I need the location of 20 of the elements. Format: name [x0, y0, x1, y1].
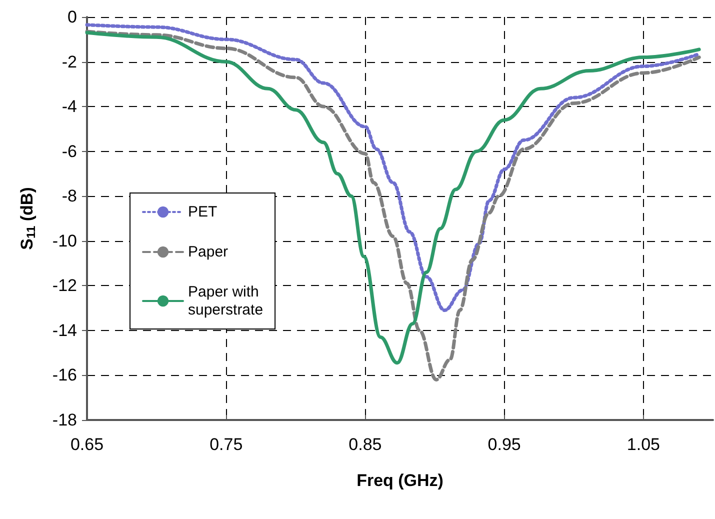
y-tick-label: 0: [68, 8, 77, 26]
x-tick-label: 0.65: [70, 435, 104, 454]
y-tick-label: -2: [62, 52, 77, 72]
y-tick-label: -6: [62, 142, 77, 161]
legend-label: Paper with superstrate: [188, 284, 264, 318]
y-tick-label: -12: [52, 276, 77, 296]
x-tick-label: 0.95: [488, 435, 521, 454]
x-tick-label: 0.85: [348, 435, 382, 454]
y-tick-label: -10: [52, 231, 77, 250]
x-tick-label: 0.75: [210, 435, 243, 454]
y-tick-label: -18: [52, 410, 77, 430]
legend-label: PET: [188, 204, 218, 220]
y-tick-label: -16: [52, 366, 77, 385]
x-axis-title: Freq (GHz): [356, 471, 444, 490]
x-tick-label: 1.05: [626, 435, 660, 454]
y-tick-label: -4: [62, 97, 77, 116]
y-tick-label: -14: [52, 320, 77, 340]
y-axis-title: S11 (dB): [18, 187, 38, 250]
y-tick-label: -8: [62, 186, 77, 206]
legend-label: Paper: [188, 244, 228, 260]
